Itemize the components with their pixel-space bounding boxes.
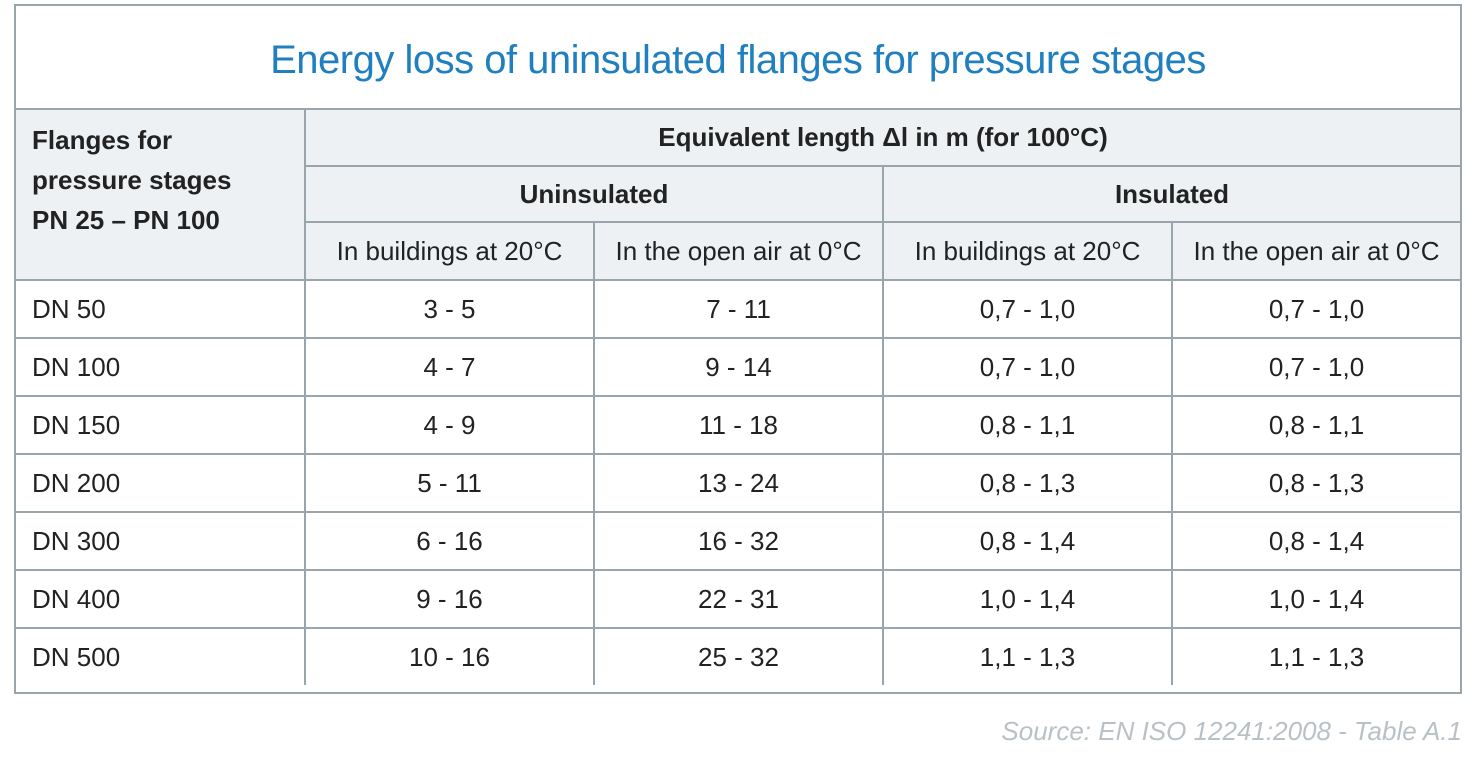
value-cell: 0,7 - 1,0 — [1170, 337, 1461, 397]
table-row: DN 100 4 - 7 9 - 14 0,7 - 1,0 0,7 - 1,0 — [16, 337, 1461, 397]
value-cell: 6 - 16 — [304, 511, 595, 571]
value-cell: 4 - 9 — [304, 395, 595, 455]
value-cell: 11 - 18 — [593, 395, 884, 455]
table-frame: Energy loss of uninsulated flanges for p… — [14, 4, 1462, 694]
subcolumn-header: In buildings at 20°C — [305, 221, 595, 281]
subcolumn-header: In the open air at 0°C — [593, 221, 884, 281]
value-cell: 0,8 - 1,1 — [882, 395, 1173, 455]
value-cell: 0,7 - 1,0 — [1170, 279, 1461, 339]
value-cell: 0,7 - 1,0 — [882, 337, 1173, 397]
dn-cell: DN 500 — [16, 627, 306, 685]
value-cell: 0,8 - 1,4 — [882, 511, 1173, 571]
table-row: DN 50 3 - 5 7 - 11 0,7 - 1,0 0,7 - 1,0 — [16, 279, 1461, 339]
dn-cell: DN 150 — [16, 395, 306, 455]
value-cell: 10 - 16 — [304, 627, 595, 685]
subcolumn-header: In buildings at 20°C — [882, 221, 1173, 281]
dn-cell: DN 300 — [16, 511, 306, 571]
table-title: Energy loss of uninsulated flanges for p… — [16, 6, 1460, 110]
table-row: DN 400 9 - 16 22 - 31 1,0 - 1,4 1,0 - 1,… — [16, 569, 1461, 629]
table-row: DN 300 6 - 16 16 - 32 0,8 - 1,4 0,8 - 1,… — [16, 511, 1461, 571]
value-cell: 16 - 32 — [593, 511, 884, 571]
table-row: DN 150 4 - 9 11 - 18 0,8 - 1,1 0,8 - 1,1 — [16, 395, 1461, 455]
value-cell: 0,8 - 1,3 — [882, 453, 1173, 513]
dn-cell: DN 50 — [16, 279, 306, 339]
equivalent-length-header: Equivalent length Δl in m (for 100°C) — [303, 110, 1461, 167]
value-cell: 1,1 - 1,3 — [1170, 627, 1461, 685]
corner-line: PN 25 – PN 100 — [32, 205, 220, 235]
value-cell: 7 - 11 — [593, 279, 884, 339]
source-caption: Source: EN ISO 12241:2008 - Table A.1 — [1001, 716, 1462, 746]
value-cell: 9 - 14 — [593, 337, 884, 397]
value-cell: 1,0 - 1,4 — [882, 569, 1173, 629]
value-cell: 0,8 - 1,3 — [1170, 453, 1461, 513]
subcolumn-header: In the open air at 0°C — [1170, 221, 1461, 281]
value-cell: 5 - 11 — [304, 453, 595, 513]
dn-cell: DN 400 — [16, 569, 306, 629]
value-cell: 1,1 - 1,3 — [882, 627, 1173, 685]
corner-line: Flanges for — [32, 125, 173, 155]
value-cell: 25 - 32 — [593, 627, 884, 685]
value-cell: 0,8 - 1,4 — [1170, 511, 1461, 571]
value-cell: 0,8 - 1,1 — [1170, 395, 1461, 455]
value-cell: 4 - 7 — [304, 337, 595, 397]
value-cell: 13 - 24 — [593, 453, 884, 513]
corner-line: pressure stages — [32, 165, 232, 195]
dn-cell: DN 200 — [16, 453, 306, 513]
value-cell: 9 - 16 — [304, 569, 595, 629]
flange-energy-loss-table: Flanges for pressure stages PN 25 – PN 1… — [16, 110, 1461, 685]
insulated-header: Insulated — [881, 165, 1461, 223]
uninsulated-header: Uninsulated — [305, 165, 884, 223]
value-cell: 22 - 31 — [593, 569, 884, 629]
table-row: DN 200 5 - 11 13 - 24 0,8 - 1,3 0,8 - 1,… — [16, 453, 1461, 513]
flange-column-header: Flanges for pressure stages PN 25 – PN 1… — [16, 110, 306, 281]
table-row: DN 500 10 - 16 25 - 32 1,1 - 1,3 1,1 - 1… — [16, 627, 1461, 685]
dn-cell: DN 100 — [16, 337, 306, 397]
value-cell: 0,7 - 1,0 — [882, 279, 1173, 339]
value-cell: 3 - 5 — [304, 279, 595, 339]
value-cell: 1,0 - 1,4 — [1170, 569, 1461, 629]
